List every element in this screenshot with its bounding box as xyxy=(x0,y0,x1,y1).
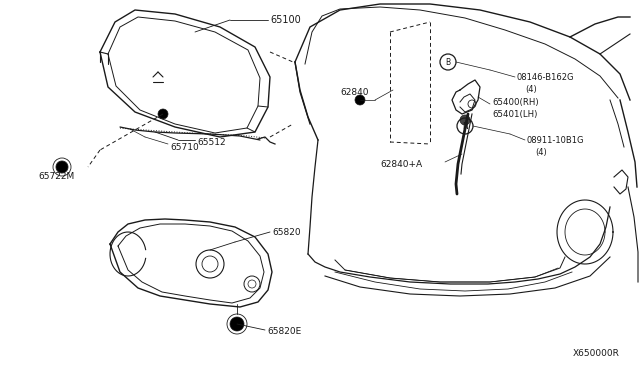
Text: X650000R: X650000R xyxy=(573,350,620,359)
Circle shape xyxy=(355,95,365,105)
Text: 08146-B162G: 08146-B162G xyxy=(517,73,575,81)
Circle shape xyxy=(230,317,244,331)
Circle shape xyxy=(158,109,168,119)
Text: 65710: 65710 xyxy=(170,142,199,151)
Text: 62840: 62840 xyxy=(340,87,369,96)
Text: 08911-10B1G: 08911-10B1G xyxy=(527,135,584,144)
Text: (4): (4) xyxy=(525,84,537,93)
Text: 65820E: 65820E xyxy=(267,327,301,337)
Text: 65400(RH): 65400(RH) xyxy=(492,97,539,106)
Text: 65401(LH): 65401(LH) xyxy=(492,109,538,119)
Text: 65512: 65512 xyxy=(197,138,226,147)
Text: 62840+A: 62840+A xyxy=(380,160,422,169)
Text: (4): (4) xyxy=(535,148,547,157)
Text: 65820: 65820 xyxy=(272,228,301,237)
Circle shape xyxy=(460,115,470,125)
Text: 65722M: 65722M xyxy=(38,171,74,180)
Circle shape xyxy=(56,161,68,173)
Text: N: N xyxy=(462,122,468,131)
Text: B: B xyxy=(445,58,451,67)
Text: 65100: 65100 xyxy=(270,15,301,25)
